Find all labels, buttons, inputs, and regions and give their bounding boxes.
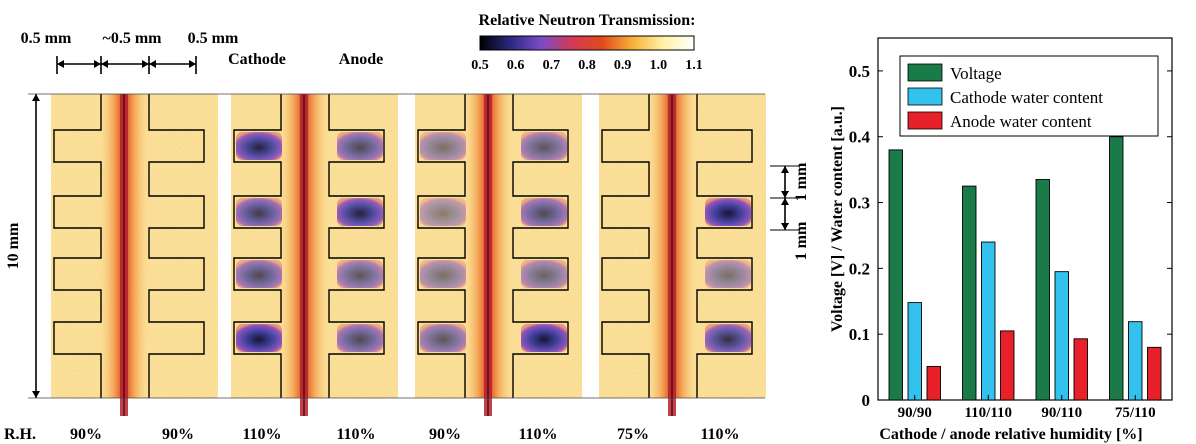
anode-water-pool	[705, 198, 751, 226]
pitch-label-2: 1 mm	[793, 221, 810, 260]
colorbar-tick-label: 0.6	[507, 58, 525, 73]
anode-water-pool	[521, 198, 567, 226]
y-tick-label: 0.5	[849, 62, 870, 81]
cathode-rh-label: 75%	[617, 426, 649, 443]
anode-water-pool	[705, 260, 751, 288]
rh-prefix: R.H.	[4, 426, 36, 443]
legend	[899, 55, 1159, 137]
legend-label: Anode water content	[950, 112, 1092, 131]
y-tick-label: 0.3	[849, 194, 870, 213]
cathode-rh-label: 90%	[70, 426, 102, 443]
height-label: 10 mm	[5, 222, 22, 269]
neutron-map-panel	[231, 94, 398, 416]
cathode-water-pool	[420, 260, 466, 288]
cathode-flow-channel-outline	[233, 94, 282, 398]
colorbar-tick-label: 0.9	[614, 58, 632, 73]
legend-label: Voltage	[950, 64, 1002, 83]
bar-voltage	[1109, 136, 1124, 401]
colorbar-tick-label: 1.1	[685, 58, 703, 73]
anode-water-pool	[521, 132, 567, 160]
neutron-map-panel	[415, 94, 582, 416]
width-label-membrane: ~0.5 mm	[103, 30, 163, 47]
cathode-water-pool	[236, 132, 282, 160]
bar-chart: 0 0.1 0.2 0.3 0.4 0.5 90/90 110/110 90/110 75/110…	[829, 37, 1173, 443]
dimension-arrowheads	[32, 60, 789, 398]
bar-anode-water-content	[926, 365, 941, 401]
legend-swatch	[907, 111, 943, 130]
cathode-rh-label: 90%	[429, 426, 461, 443]
anode-water-pool	[337, 132, 383, 160]
cathode-header: Cathode	[228, 51, 286, 68]
cathode-flow-channel-outline	[417, 94, 466, 398]
anode-water-pool	[705, 324, 751, 352]
anode-rh-label: 110%	[336, 426, 375, 443]
bar-anode-water-content	[1000, 330, 1015, 401]
bar-voltage	[1035, 179, 1050, 401]
pitch-label-1: 1 mm	[793, 162, 810, 201]
anode-flow-channel-outline	[512, 94, 569, 398]
anode-rh-label: 90%	[162, 426, 194, 443]
anode-water-pool	[337, 324, 383, 352]
neutron-map-panel	[51, 94, 218, 416]
bar-voltage	[962, 185, 977, 401]
cathode-flow-channel-outline	[601, 94, 650, 398]
cathode-water-pool	[236, 324, 282, 352]
dimension-annotations	[28, 56, 800, 399]
cathode-water-pool	[236, 260, 282, 288]
colorbar-tick-label: 1.0	[650, 58, 668, 73]
colorbar-tick-label: 0.8	[578, 58, 596, 73]
x-tick-label: 90/90	[898, 405, 932, 421]
legend-label: Cathode water content	[950, 88, 1103, 107]
bar-anode-water-content	[1147, 346, 1162, 401]
y-tick-label: 0.1	[849, 325, 870, 344]
cathode-flow-channel-outline	[53, 94, 102, 398]
anode-flow-channel-outline	[328, 94, 385, 398]
y-axis-label: Voltage [V] / Water content [a.u.]	[829, 106, 846, 332]
colorbar-tick-label: 0.7	[543, 58, 561, 73]
anode-rh-label: 110%	[700, 426, 739, 443]
colorbar-title: Relative Neutron Transmission:	[479, 12, 696, 29]
anode-water-pool	[337, 260, 383, 288]
bar-anode-water-content	[1073, 338, 1088, 401]
anode-water-pool	[521, 260, 567, 288]
bar-cathode-water-content	[907, 302, 922, 401]
bar-cathode-water-content	[1054, 271, 1069, 401]
cathode-water-pool	[420, 324, 466, 352]
width-label-anode: 0.5 mm	[188, 30, 239, 47]
y-tick-label: 0.4	[849, 128, 871, 147]
bar-cathode-water-content	[1128, 321, 1143, 401]
neutron-map-panel	[599, 94, 766, 416]
anode-water-pool	[337, 198, 383, 226]
cathode-water-pool	[420, 132, 466, 160]
y-tick-label: 0	[862, 391, 871, 410]
bar-voltage	[888, 149, 903, 401]
cathode-rh-label: 110%	[242, 426, 281, 443]
x-axis-label: Cathode / anode relative humidity [%]	[879, 426, 1142, 443]
x-tick-label: 110/110	[964, 405, 1012, 421]
x-tick-label: 75/110	[1115, 405, 1156, 421]
legend-swatch	[907, 87, 943, 106]
anode-water-pool	[521, 324, 567, 352]
x-tick-label: 90/110	[1041, 405, 1082, 421]
anode-flow-channel-outline	[696, 94, 753, 398]
y-tick-label: 0.2	[849, 259, 870, 278]
cathode-water-pool	[420, 198, 466, 226]
colorbar-tick-label: 0.5	[471, 58, 489, 73]
legend-swatch	[907, 63, 943, 82]
bar-cathode-water-content	[981, 241, 996, 401]
colorbar	[479, 35, 695, 51]
width-label-cathode: 0.5 mm	[21, 30, 72, 47]
anode-flow-channel-outline	[148, 94, 205, 398]
anode-header: Anode	[339, 51, 383, 68]
cathode-water-pool	[236, 198, 282, 226]
anode-rh-label: 110%	[518, 426, 557, 443]
